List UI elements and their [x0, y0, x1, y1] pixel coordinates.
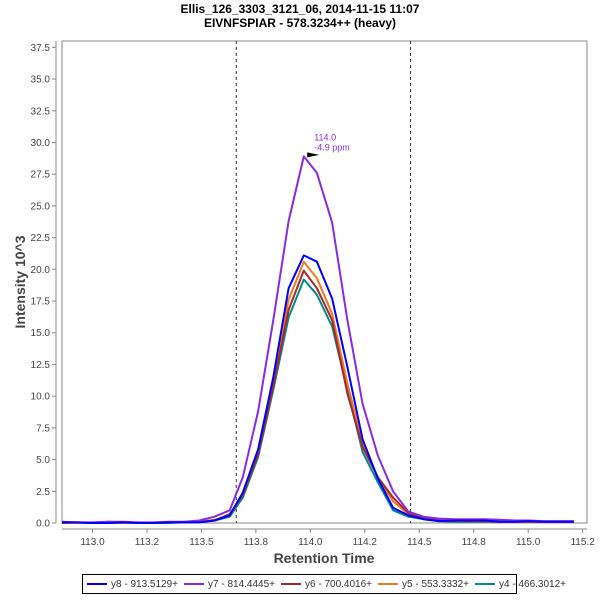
x-tick-label: 114.5: [407, 537, 432, 548]
y-tick-label: 2.5: [36, 487, 50, 498]
legend-label: y4 - 466.3012+: [499, 578, 566, 590]
legend-label: y8 - 913.5129+: [111, 578, 178, 590]
x-tick-label: 114.0: [298, 537, 323, 548]
x-tick-label: 115.0: [516, 537, 541, 548]
legend-item: y4 - 466.3012+: [475, 579, 566, 590]
y-tick-label: 7.5: [36, 423, 50, 434]
y-tick-label: 27.5: [31, 170, 51, 181]
peak-annotation: 114.0-4.9 ppm: [307, 132, 350, 158]
y-tick-label: 10.0: [31, 392, 51, 403]
legend-swatch: [378, 583, 398, 585]
y-tick-label: 37.5: [31, 43, 51, 54]
x-tick-label: 113.2: [135, 537, 160, 548]
peak-annotation-text: 114.0: [314, 132, 336, 142]
y-tick-label: 30.0: [31, 138, 51, 149]
x-tick-label: 114.2: [353, 537, 378, 548]
peak-annotation-text: -4.9 ppm: [314, 142, 350, 152]
legend-label: y5 - 553.3332+: [402, 578, 469, 590]
legend-swatch: [281, 583, 301, 585]
x-tick-label: 114.8: [462, 537, 487, 548]
chart-subtitle: EIVNFSPIAR - 578.3234++ (heavy): [204, 16, 396, 30]
legend-label: y7 - 814.4445+: [208, 578, 275, 590]
y-tick-label: 5.0: [36, 455, 50, 466]
x-axis-ticks: 113.0 113.2 113.5 113.8 114.0 114.2 114.5 114.8…: [80, 529, 595, 548]
y-axis-label: Intensity 10^3: [12, 235, 28, 328]
legend-item: y8 - 913.5129+: [87, 579, 178, 590]
y-axis-ticks: 0.0 2.5 5.0 7.5 10.0 12.5 15.0 17.5 20.0 22.5 25.0…: [31, 43, 56, 530]
legend-swatch: [184, 583, 204, 585]
legend-swatch: [87, 583, 107, 585]
y-tick-label: 20.0: [31, 265, 51, 276]
x-tick-label: 113.5: [189, 537, 214, 548]
peak-marker-arrow: [307, 152, 320, 158]
x-tick-label: 113.8: [244, 537, 269, 548]
legend-swatch: [475, 583, 495, 585]
y-tick-label: 32.5: [31, 106, 51, 117]
x-tick-label: 115.2: [570, 537, 595, 548]
legend: y8 - 913.5129+ y7 - 814.4445+ y6 - 700.401…: [82, 574, 566, 594]
x-axis-label: Retention Time: [274, 550, 375, 566]
legend-label: y6 - 700.4016+: [305, 578, 372, 590]
series-line-y8: [62, 254, 574, 524]
legend-item: y6 - 700.4016+: [281, 579, 372, 590]
peak-boundaries: [235, 41, 412, 523]
y-tick-label: 22.5: [31, 233, 51, 244]
series-layer: [61, 155, 574, 524]
y-tick-label: 25.0: [31, 201, 51, 212]
legend-item: y5 - 553.3332+: [378, 579, 469, 590]
y-tick-label: 12.5: [31, 360, 51, 371]
y-tick-label: 35.0: [31, 75, 51, 86]
y-tick-label: 15.0: [31, 328, 51, 339]
y-tick-label: 0.0: [36, 519, 50, 530]
legend-item: y7 - 814.4445+: [184, 579, 275, 590]
x-tick-label: 113.0: [80, 537, 105, 548]
chart-title: Ellis_126_3303_3121_06, 2014-11-15 11:07: [181, 2, 420, 16]
y-tick-label: 17.5: [31, 297, 51, 308]
